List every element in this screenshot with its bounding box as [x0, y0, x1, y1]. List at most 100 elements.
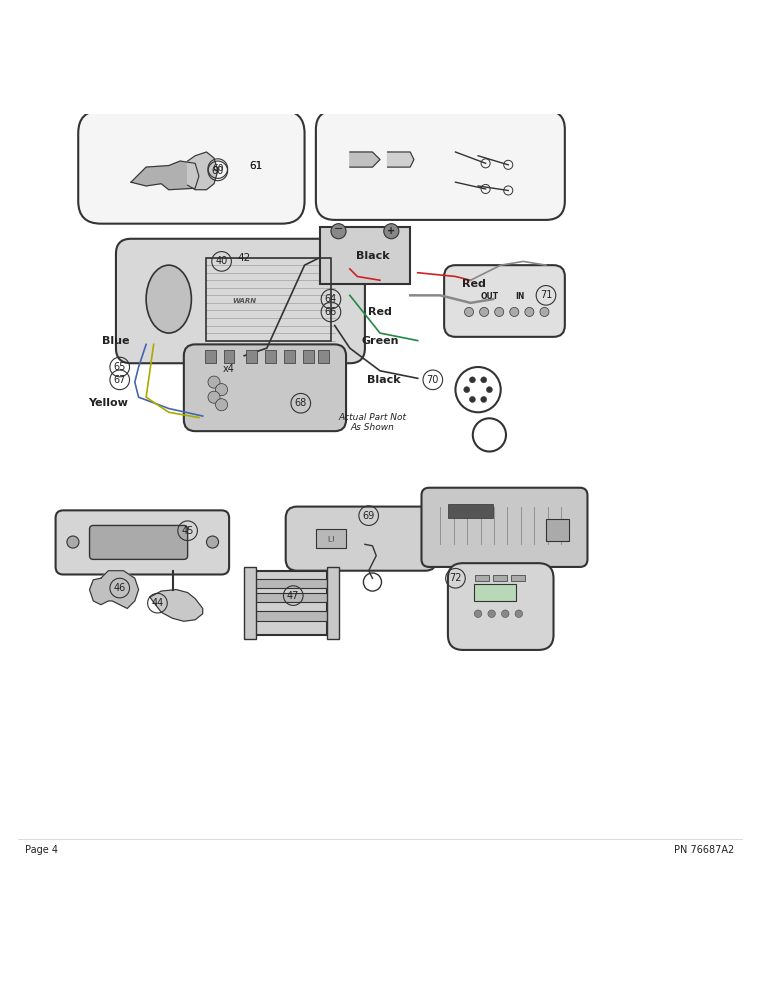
Circle shape: [502, 609, 509, 617]
Polygon shape: [90, 571, 138, 608]
Circle shape: [207, 536, 219, 549]
Text: 42: 42: [238, 253, 251, 262]
Text: PN 76687A2: PN 76687A2: [674, 844, 735, 855]
Text: 47: 47: [287, 591, 299, 601]
Text: 60: 60: [212, 166, 224, 176]
Polygon shape: [131, 161, 199, 190]
Text: x4: x4: [223, 365, 235, 375]
Bar: [205, 350, 216, 364]
Text: 61: 61: [249, 160, 262, 171]
Circle shape: [208, 391, 220, 403]
Circle shape: [464, 386, 470, 392]
Text: Red: Red: [368, 307, 392, 317]
Circle shape: [488, 609, 496, 617]
Circle shape: [481, 376, 486, 382]
Bar: [448, 504, 493, 518]
Bar: [265, 350, 276, 364]
FancyBboxPatch shape: [444, 265, 565, 337]
Circle shape: [495, 308, 504, 317]
Text: Black: Black: [367, 375, 401, 384]
Circle shape: [470, 376, 476, 382]
Circle shape: [525, 308, 534, 317]
FancyBboxPatch shape: [422, 488, 587, 567]
FancyBboxPatch shape: [184, 344, 346, 432]
Circle shape: [486, 386, 492, 392]
Bar: [328, 567, 338, 639]
Polygon shape: [188, 152, 218, 190]
Circle shape: [480, 308, 489, 317]
Circle shape: [67, 536, 79, 549]
Bar: [207, 258, 331, 341]
Bar: [252, 593, 328, 602]
Text: 67: 67: [113, 375, 126, 384]
FancyBboxPatch shape: [55, 510, 229, 574]
Text: Blue: Blue: [102, 335, 130, 346]
Text: Actual Part Not: Actual Part Not: [338, 413, 407, 422]
Text: WARN: WARN: [232, 299, 256, 305]
FancyBboxPatch shape: [78, 110, 305, 224]
Text: Green: Green: [361, 335, 399, 346]
Text: 61: 61: [249, 160, 262, 171]
FancyBboxPatch shape: [90, 526, 188, 559]
Circle shape: [540, 308, 549, 317]
Text: OUT: OUT: [480, 292, 499, 302]
Text: IN: IN: [515, 292, 524, 302]
Circle shape: [464, 308, 473, 317]
Circle shape: [515, 609, 523, 617]
Circle shape: [510, 308, 519, 317]
Bar: [320, 227, 410, 284]
Bar: [316, 529, 346, 549]
Text: Black: Black: [356, 251, 389, 261]
Text: 66: 66: [325, 307, 337, 317]
Text: 68: 68: [295, 398, 307, 408]
Text: 45: 45: [182, 526, 194, 536]
Text: −: −: [334, 224, 344, 234]
Text: 40: 40: [215, 257, 228, 266]
Circle shape: [384, 224, 399, 239]
Bar: [284, 350, 295, 364]
Text: As Shown: As Shown: [350, 423, 394, 432]
Bar: [475, 575, 489, 581]
Text: 71: 71: [540, 290, 553, 301]
Text: 65: 65: [113, 362, 126, 372]
Bar: [511, 575, 525, 581]
Bar: [252, 571, 328, 635]
Text: Page 4: Page 4: [25, 844, 59, 855]
Bar: [244, 567, 255, 639]
Bar: [252, 579, 328, 588]
Text: Yellow: Yellow: [88, 398, 128, 408]
Text: 44: 44: [151, 599, 163, 608]
Bar: [493, 575, 507, 581]
Bar: [303, 350, 314, 364]
Circle shape: [208, 376, 220, 388]
Text: Red: Red: [462, 279, 486, 289]
Text: 60: 60: [212, 164, 223, 173]
Circle shape: [470, 396, 476, 402]
Polygon shape: [150, 590, 203, 621]
Circle shape: [216, 383, 227, 396]
Text: 64: 64: [325, 294, 337, 304]
Text: 69: 69: [363, 510, 375, 521]
Circle shape: [474, 609, 482, 617]
Bar: [224, 350, 234, 364]
Bar: [318, 350, 328, 364]
Bar: [252, 611, 328, 620]
Text: 46: 46: [113, 583, 126, 593]
Polygon shape: [388, 152, 414, 167]
Circle shape: [331, 224, 346, 239]
Text: +: +: [388, 226, 395, 236]
Polygon shape: [350, 152, 380, 167]
FancyBboxPatch shape: [448, 563, 553, 650]
Ellipse shape: [146, 265, 192, 333]
Bar: [246, 350, 257, 364]
FancyBboxPatch shape: [116, 239, 365, 364]
FancyBboxPatch shape: [316, 110, 565, 220]
Text: |_|: |_|: [328, 536, 334, 542]
Bar: [474, 584, 516, 601]
FancyBboxPatch shape: [286, 506, 436, 571]
Text: 70: 70: [426, 375, 439, 384]
Bar: [546, 519, 568, 541]
Circle shape: [481, 396, 486, 402]
Circle shape: [216, 399, 227, 411]
Text: 72: 72: [449, 573, 461, 583]
